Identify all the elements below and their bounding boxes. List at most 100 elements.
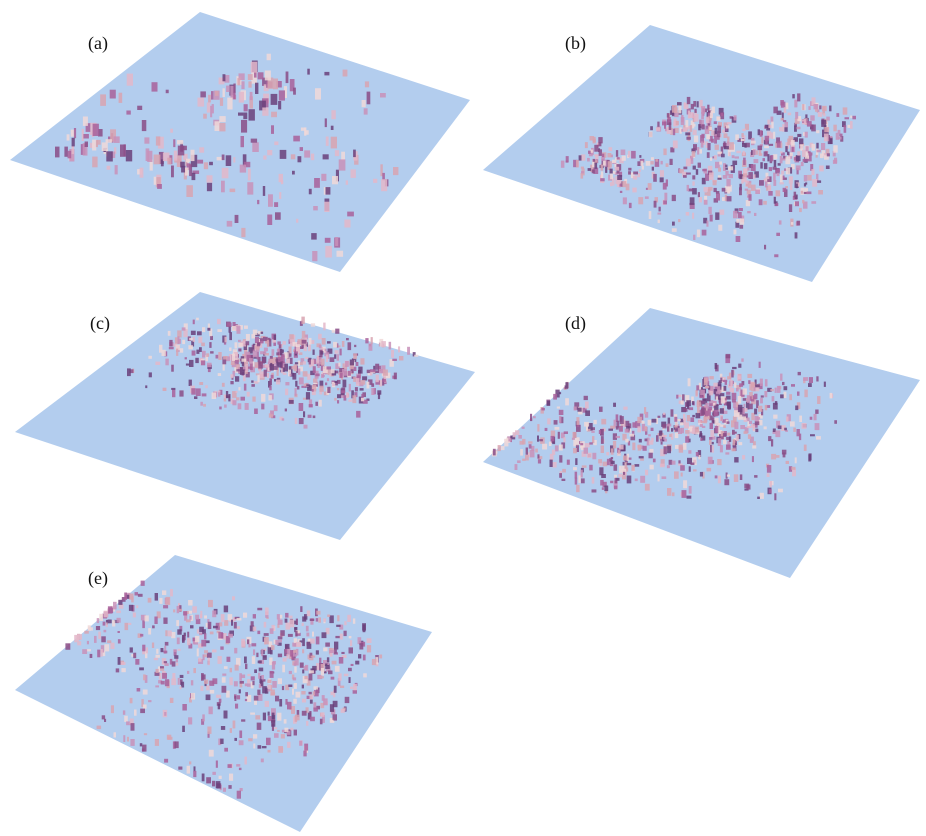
surface-peak — [600, 178, 605, 181]
surface-peak — [731, 370, 734, 378]
surface-peak — [778, 426, 782, 430]
surface-peak — [148, 700, 151, 702]
surface-peak — [721, 154, 725, 158]
surface-peak — [623, 462, 625, 466]
surface-peak — [353, 618, 355, 623]
surface-peak — [726, 396, 731, 400]
surface-peak — [685, 436, 689, 443]
surface-peak — [824, 382, 826, 387]
surface-peak — [302, 711, 307, 716]
surface-peak — [341, 652, 344, 654]
surface-peak — [670, 159, 673, 165]
surface-peak — [700, 433, 703, 436]
surface-peak — [313, 379, 317, 383]
surface-peak — [780, 156, 783, 163]
surface-peak — [186, 185, 193, 197]
surface-panel: (e) — [15, 555, 432, 832]
surface-peak — [309, 695, 313, 700]
surface-peak — [271, 692, 275, 695]
surface-peak — [777, 142, 781, 148]
surface-peak — [189, 338, 193, 340]
surface-peak — [798, 372, 801, 375]
surface-peak — [245, 692, 248, 696]
surface-peak — [295, 381, 297, 387]
surface-peak — [198, 658, 201, 662]
surface-peak — [335, 666, 340, 672]
surface-peak — [364, 108, 368, 114]
surface-peak — [791, 140, 795, 147]
surface-peak — [720, 408, 724, 414]
surface-peak — [756, 150, 758, 155]
surface-peak — [152, 643, 154, 649]
surface-peak — [625, 439, 628, 443]
surface-peak — [320, 351, 323, 355]
surface-peak — [269, 386, 272, 391]
surface-peak — [698, 163, 701, 168]
surface-peak — [581, 470, 583, 478]
surface-peak — [276, 359, 278, 362]
surface-peak — [312, 251, 317, 261]
surface-peak — [191, 693, 195, 700]
surface-peak — [576, 417, 579, 425]
surface-peak — [203, 404, 206, 407]
surface-peak — [761, 395, 764, 397]
surface-peak — [304, 744, 308, 751]
surface-peak — [740, 474, 743, 480]
surface-peak — [207, 183, 212, 191]
surface-peak — [600, 463, 602, 466]
surface-peak — [608, 161, 612, 167]
surface-peak — [666, 163, 669, 167]
surface-peak — [691, 104, 694, 110]
surface-peak — [637, 417, 642, 423]
surface-peak — [632, 188, 636, 193]
surface-peak — [767, 154, 769, 161]
surface-peak — [702, 169, 706, 171]
surface-peak — [201, 360, 205, 365]
surface-peak — [669, 122, 672, 130]
surface-peak — [680, 465, 685, 471]
surface-peak — [143, 705, 147, 709]
surface-peak — [268, 689, 270, 692]
surface-peak — [124, 716, 128, 722]
surface-peak — [758, 146, 763, 151]
surface-peak — [283, 658, 287, 662]
surface-peak — [623, 197, 627, 204]
surface-peak — [748, 194, 751, 201]
surface-peak — [320, 719, 323, 725]
surface-peak — [765, 379, 768, 386]
surface-peak — [706, 221, 708, 227]
surface-peak — [226, 691, 230, 698]
surface-peak — [250, 92, 253, 100]
surface-peak — [280, 630, 285, 636]
surface-peak — [701, 124, 705, 129]
surface-peak — [769, 489, 772, 493]
surface-peak — [131, 596, 134, 602]
surface-peak — [341, 390, 345, 393]
surface-peak — [567, 460, 570, 465]
surface-peak — [217, 329, 222, 332]
surface-peak — [293, 677, 296, 680]
surface-peak — [692, 415, 695, 417]
surface-peak — [171, 632, 175, 638]
surface-peak — [244, 104, 248, 111]
surface-peak — [218, 352, 221, 360]
surface-peak — [241, 719, 245, 721]
surface-peak — [706, 134, 710, 139]
surface-peak — [360, 380, 365, 385]
surface-peak — [323, 618, 326, 622]
surface-peak — [258, 745, 262, 749]
surface-peak — [588, 151, 591, 154]
surface-peak — [612, 160, 616, 163]
surface-peak — [739, 225, 743, 229]
surface-peak — [140, 709, 145, 714]
surface-peak — [285, 699, 287, 705]
surface-peak — [223, 788, 226, 792]
surface-peak — [709, 403, 713, 406]
surface-peak — [316, 618, 318, 622]
surface-peak — [298, 156, 302, 162]
surface-peak — [800, 144, 803, 151]
surface-peak — [692, 151, 696, 157]
surface-peak — [142, 120, 147, 131]
surface-peak — [726, 445, 731, 450]
surface-peak — [163, 388, 167, 391]
